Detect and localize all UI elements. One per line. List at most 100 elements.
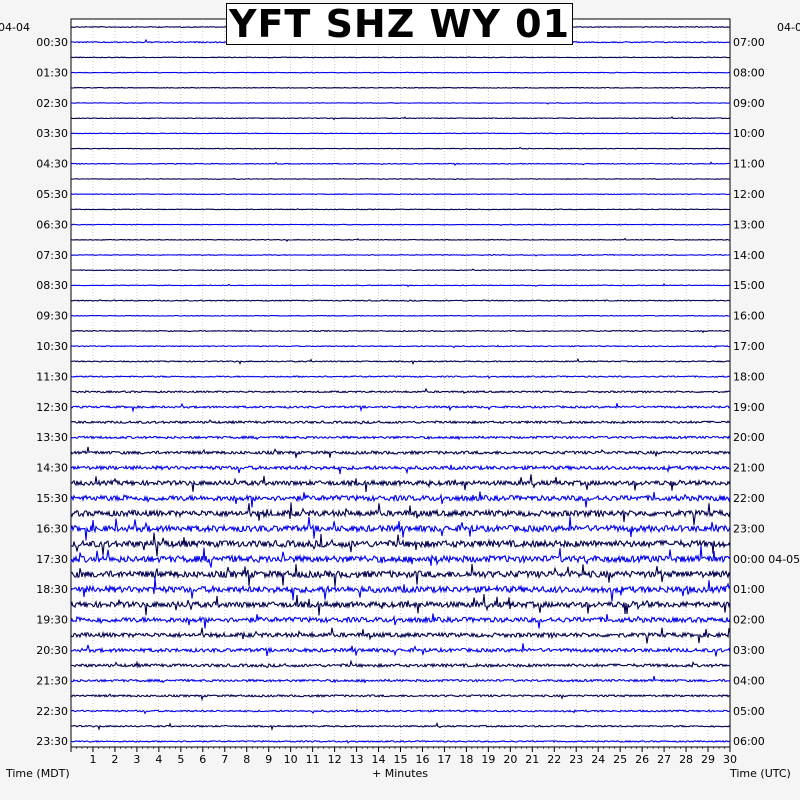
x-tick-label: 2 <box>111 753 118 766</box>
seismic-trace <box>70 563 731 587</box>
left-time-label: 17:30 <box>36 553 68 566</box>
seismic-trace <box>70 101 731 105</box>
left-time-label: 00:30 <box>36 36 68 49</box>
left-time-label: 21:30 <box>36 674 68 687</box>
x-tick-label: 14 <box>372 753 386 766</box>
left-time-label: 14:30 <box>36 462 68 475</box>
station-title-box: YFT SHZ WY 01 <box>226 3 573 45</box>
right-top-date-label: 04-04 <box>777 21 800 34</box>
right-time-label: 08:00 <box>733 66 765 79</box>
seismic-trace <box>71 314 731 317</box>
x-tick-label: 12 <box>328 753 342 766</box>
x-tick-label: 4 <box>155 753 162 766</box>
x-tick-label: 26 <box>635 753 649 766</box>
seismic-trace <box>70 178 731 181</box>
seismic-trace <box>71 86 731 89</box>
right-time-label: 03:00 <box>733 644 765 657</box>
x-tick-label: 23 <box>569 753 583 766</box>
right-time-label: 14:00 <box>733 249 765 262</box>
seismic-trace <box>71 223 731 227</box>
seismic-trace <box>71 283 731 288</box>
seismic-trace <box>70 474 731 493</box>
x-tick-label: 13 <box>350 753 364 766</box>
seismic-trace <box>70 721 731 731</box>
x-tick-label: 19 <box>481 753 495 766</box>
x-tick-label: 25 <box>613 753 627 766</box>
right-time-label: 23:00 <box>733 522 765 535</box>
seismic-trace <box>70 56 731 59</box>
x-tick-label: 16 <box>415 753 429 766</box>
seismic-trace <box>70 502 731 526</box>
seismic-trace <box>70 161 731 167</box>
left-time-label: 15:30 <box>36 492 68 505</box>
station-title: YFT SHZ WY 01 <box>228 2 571 46</box>
seismic-trace <box>70 344 731 349</box>
seismic-trace <box>70 357 731 366</box>
seismic-trace <box>70 419 731 425</box>
seismic-traces <box>70 25 731 744</box>
left-axis-title: Time (MDT) <box>5 767 70 780</box>
x-tick-label: 1 <box>89 753 96 766</box>
right-time-label: 18:00 <box>733 370 765 383</box>
x-axis-title: + Minutes <box>372 767 428 780</box>
left-time-label: 11:30 <box>36 370 68 383</box>
right-time-label: 11:00 <box>733 158 765 171</box>
right-time-label: 04:00 <box>733 674 765 687</box>
seismic-trace <box>70 116 731 121</box>
right-time-label: 12:00 <box>733 188 765 201</box>
seismic-trace <box>70 491 731 508</box>
seismic-trace <box>70 613 731 629</box>
left-time-label: 19:30 <box>36 614 68 627</box>
seismic-trace <box>70 643 731 657</box>
seismic-trace <box>70 132 731 135</box>
x-tick-label: 6 <box>199 753 206 766</box>
seismic-trace <box>70 299 731 302</box>
left-time-label: 05:30 <box>36 188 68 201</box>
right-time-label: 00:00 04-05 <box>733 553 800 566</box>
seismic-trace <box>70 237 731 243</box>
right-time-labels: 07:00 08:00 09:00 10:00 11:00 12:00 13:00 14:00… <box>733 36 800 748</box>
x-tick-label: 5 <box>177 753 184 766</box>
seismic-trace <box>70 627 731 644</box>
x-tick-label: 28 <box>679 753 693 766</box>
right-time-label: 16:00 <box>733 310 765 323</box>
seismic-trace <box>70 577 731 602</box>
seismic-trace <box>70 208 731 211</box>
seismic-trace <box>70 532 731 557</box>
left-time-label: 16:30 <box>36 522 68 535</box>
x-tick-label: 27 <box>657 753 671 766</box>
left-time-labels: 00:30 01:30 02:30 03:30 04:30 05:30 06:30 07:30… <box>36 36 68 748</box>
left-time-label: 10:30 <box>36 340 68 353</box>
right-time-label: 02:00 <box>733 614 765 627</box>
left-date-label: 04-04 <box>0 21 30 34</box>
left-time-label: 08:30 <box>36 279 68 292</box>
right-time-label: 05:00 <box>733 705 765 718</box>
left-time-label: 06:30 <box>36 218 68 231</box>
seismic-trace <box>70 375 731 379</box>
left-time-label: 07:30 <box>36 249 68 262</box>
seismic-trace <box>70 659 731 669</box>
seismic-trace <box>70 708 731 715</box>
x-tick-label: 8 <box>243 753 250 766</box>
seismic-trace <box>70 193 730 196</box>
x-tick-label: 29 <box>701 753 715 766</box>
left-time-label: 09:30 <box>36 310 68 323</box>
left-time-label: 22:30 <box>36 705 68 718</box>
left-time-label: 04:30 <box>36 158 68 171</box>
right-time-label: 09:00 <box>733 97 765 110</box>
x-tick-label: 24 <box>591 753 605 766</box>
x-tick-label: 7 <box>221 753 228 766</box>
left-time-label: 02:30 <box>36 97 68 110</box>
seismic-trace <box>71 739 731 744</box>
seismic-trace <box>70 593 731 616</box>
right-time-label: 20:00 <box>733 431 765 444</box>
seismic-trace <box>70 446 731 458</box>
x-tick-label: 11 <box>306 753 320 766</box>
x-tick-label: 17 <box>437 753 451 766</box>
right-time-label: 15:00 <box>733 279 765 292</box>
right-time-label: 21:00 <box>733 462 765 475</box>
seismic-trace <box>70 329 730 334</box>
right-time-label: 01:00 <box>733 583 765 596</box>
right-time-label: 17:00 <box>733 340 765 353</box>
